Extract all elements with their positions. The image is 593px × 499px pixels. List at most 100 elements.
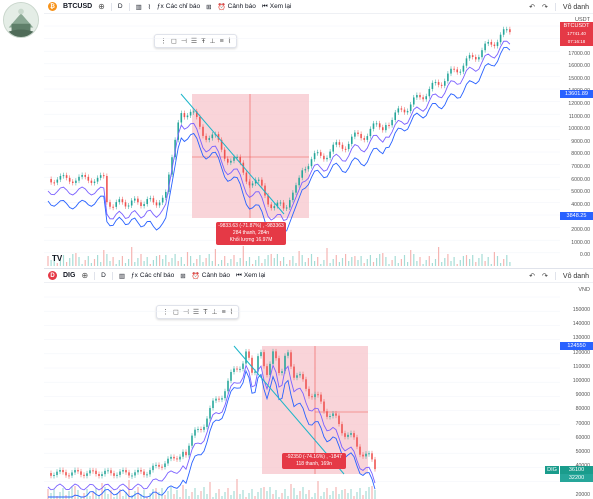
floating-drawing-toolbar[interactable]: ⋮ ◻ ⊣ ☰ Ŧ ⊥ ≡ ⌇	[154, 34, 238, 48]
price-candle	[101, 474, 103, 476]
undo-icon[interactable]: ↶	[529, 4, 536, 11]
templates-icon[interactable]: ⊞	[180, 272, 186, 280]
dig-price-plot[interactable]	[44, 283, 560, 499]
trend-line	[233, 345, 345, 475]
volume-bar	[283, 257, 285, 266]
list-icon[interactable]: ≡	[219, 37, 224, 45]
templates-icon[interactable]: ⊞	[206, 3, 212, 11]
price-candle	[308, 388, 310, 397]
more-icon[interactable]: ⌇	[227, 38, 232, 45]
more-icon[interactable]: ⌇	[229, 309, 234, 316]
volume-bar	[351, 257, 353, 266]
btc-price-plot[interactable]	[44, 14, 560, 268]
volume-bar	[196, 259, 198, 266]
candles-icon[interactable]: ▥	[118, 272, 126, 280]
replay-button[interactable]: ⏮ Xem lại	[236, 272, 266, 280]
price-axis[interactable]: USDT 18000.0017000.0016000.0015000.00140…	[560, 14, 593, 268]
replay-icon: ⏮	[261, 2, 268, 10]
volume-bar	[182, 485, 184, 499]
layout-name[interactable]: Vô danh	[562, 272, 589, 280]
price-candle	[236, 156, 238, 158]
price-candle	[99, 175, 102, 178]
rectangle-icon[interactable]: ◻	[171, 38, 177, 45]
price-candle	[360, 133, 362, 139]
volume-bar	[509, 262, 511, 266]
price-candle	[368, 453, 370, 455]
volume-bar	[205, 258, 207, 266]
interval-button[interactable]: D	[101, 272, 106, 279]
price-tick-label: 16000.00	[568, 63, 590, 70]
undo-icon[interactable]: ↶	[529, 273, 536, 280]
price-tick-label: 15000.00	[568, 75, 590, 82]
volume-bar	[400, 259, 402, 266]
interval-button[interactable]: D	[117, 3, 123, 10]
range-top-text: 124550	[567, 343, 586, 349]
volume-bar	[273, 258, 275, 266]
volume-bar	[152, 260, 154, 266]
btc-chart-panel[interactable]: ₿ BTCUSD ⊕ D ▥ ⌇ ƒx Các chỉ báo ⊞ ⏰ Cảnh…	[44, 0, 593, 268]
price-candle	[391, 119, 393, 126]
price-tick-label: 100000	[572, 378, 590, 384]
price-candle	[146, 199, 148, 205]
fib-icon[interactable]: ☰	[192, 309, 200, 316]
candles-icon[interactable]: ▥	[135, 3, 142, 11]
range-stats-bars: 284 thanh, 284n	[232, 230, 270, 236]
indicators-label: Các chỉ báo	[165, 3, 201, 10]
price-candle	[50, 179, 52, 183]
volume-bar	[218, 489, 220, 499]
drag-handle-icon[interactable]: ⋮	[160, 38, 167, 45]
volume-bar	[197, 495, 199, 499]
compare-plus-icon[interactable]: ⊕	[98, 2, 105, 11]
list-icon[interactable]: ≡	[221, 308, 226, 316]
fib-icon[interactable]: ☰	[190, 38, 198, 45]
volume-bar	[350, 489, 352, 499]
replay-button[interactable]: ⏮ Xem lại	[262, 3, 292, 11]
price-candle	[285, 207, 288, 209]
price-candle	[239, 368, 241, 370]
measure-icon[interactable]: ⊥	[211, 309, 218, 316]
price-candle	[122, 470, 124, 472]
symbol-label[interactable]: BTCUSD	[63, 3, 93, 10]
floating-drawing-toolbar[interactable]: ⋮ ◻ ⊣ ☰ Ŧ ⊥ ≡ ⌇	[156, 305, 240, 319]
redo-icon[interactable]: ↷	[542, 4, 548, 11]
text-icon[interactable]: Ŧ	[201, 37, 206, 45]
redo-icon[interactable]: ↷	[542, 273, 548, 280]
drag-handle-icon[interactable]: ⋮	[162, 309, 169, 316]
alert-button[interactable]: ⏰ Cảnh báo	[218, 3, 256, 11]
price-candle	[59, 175, 62, 180]
volume-bar	[254, 496, 256, 499]
layout-name[interactable]: Vô danh	[562, 3, 589, 11]
price-candle	[186, 115, 189, 118]
volume-bar	[366, 259, 368, 266]
indicators-label: Các chỉ báo	[139, 272, 175, 279]
dig-chart-panel[interactable]: D DIG ⊕ D ▥ ƒx Các chỉ báo ⊞ ⏰ Cảnh báo …	[44, 268, 593, 499]
price-candle	[267, 195, 269, 205]
avatar[interactable]	[3, 2, 39, 38]
currency-label[interactable]: VND	[578, 287, 590, 293]
price-candle	[311, 396, 313, 398]
volume-bar	[403, 255, 406, 266]
price-tick-label: 90000	[575, 392, 590, 399]
horizontal-line-icon[interactable]: ⊣	[182, 309, 189, 316]
volume-bar	[394, 256, 396, 266]
measure-icon[interactable]: ⊥	[209, 38, 216, 45]
price-candle	[301, 170, 303, 178]
symbol-label[interactable]: DIG	[63, 272, 76, 279]
price-candle	[350, 433, 352, 435]
indicators-button[interactable]: ƒx Các chỉ báo	[131, 272, 174, 279]
volume-bar	[472, 255, 474, 266]
alert-button[interactable]: ⏰ Cảnh báo	[192, 272, 230, 280]
text-icon[interactable]: Ŧ	[203, 308, 208, 316]
price-candle	[113, 473, 115, 476]
price-candle	[310, 159, 313, 167]
volume-bar	[335, 255, 337, 266]
currency-label[interactable]: USDT	[575, 17, 590, 23]
rectangle-icon[interactable]: ◻	[173, 309, 179, 316]
price-candle	[131, 475, 133, 477]
indicators-button[interactable]: ƒx Các chỉ báo	[157, 3, 200, 10]
compare-plus-icon[interactable]: ⊕	[81, 271, 89, 280]
line-chart-icon[interactable]: ⌇	[147, 3, 151, 11]
price-candle	[245, 172, 248, 182]
horizontal-line-icon[interactable]: ⊣	[180, 38, 187, 45]
price-candle	[211, 134, 214, 139]
